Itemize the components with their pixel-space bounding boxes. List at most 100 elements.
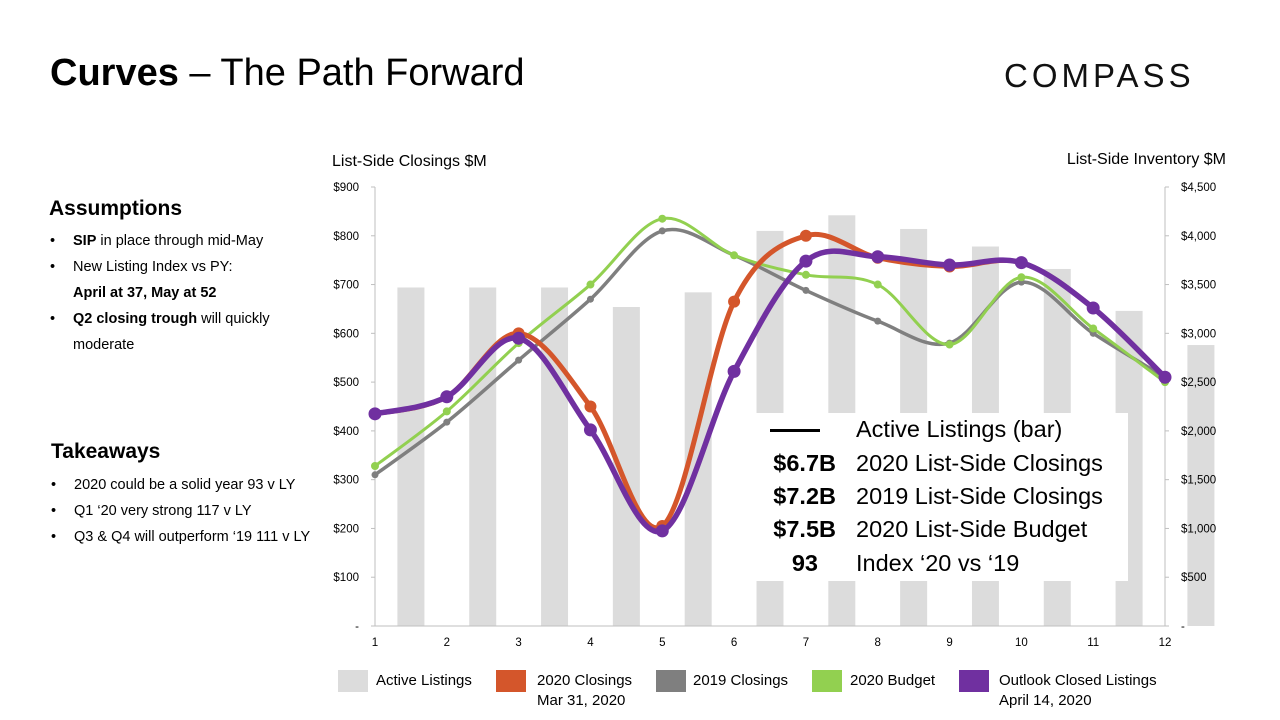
tick-label-left: $300 (333, 475, 359, 487)
assumptions-heading: Assumptions (49, 197, 183, 220)
list-item: 2020 could be a solid year 93 v LY (51, 472, 313, 498)
point-outlook-closed-listings (799, 254, 813, 268)
series-line-2019-closings (373, 227, 1167, 477)
legend-label: 2020 Budget (850, 672, 936, 689)
tick-label-right: - (1181, 621, 1185, 633)
point-2019-closings (586, 295, 594, 303)
tick-label-right: $4,500 (1181, 182, 1216, 194)
summary-label: Active Listings (bar) (856, 416, 1063, 442)
summary-amount: $6.7B (773, 450, 836, 476)
point-2020-budget (371, 462, 379, 471)
legend-swatch-outlook (959, 670, 989, 692)
tick-label-x: 2 (444, 637, 450, 649)
bar-active-listings (541, 287, 569, 626)
point-outlook-closed-listings (440, 390, 454, 404)
tick-label-x: 7 (803, 637, 809, 649)
tick-label-x: 6 (731, 637, 737, 649)
tick-label-right: $3,000 (1181, 328, 1216, 340)
tick-label-x: 11 (1087, 637, 1099, 649)
summary-box: Active Listings (bar) $6.7B 2020 List-Si… (752, 413, 1128, 581)
y-axis-title-left: List-Side Closings $M (332, 153, 487, 170)
line-swatch (770, 429, 820, 432)
tick-label-right: $2,000 (1181, 426, 1216, 438)
tick-label-x: 4 (587, 637, 594, 649)
point-2020-budget (873, 280, 882, 289)
legend-swatch-active-listings (338, 670, 368, 692)
legend-label: 2020 Closings (537, 672, 633, 689)
summary-label: Index ‘20 vs ‘19 (856, 550, 1020, 576)
legend-swatch-2020-budget (812, 670, 842, 692)
tick-label-left: $700 (333, 280, 359, 292)
y-axis-title-right: List-Side Inventory $M (1067, 151, 1226, 168)
point-outlook-closed-listings (583, 423, 597, 437)
legend-sublabel: Mar 31, 2020 (537, 692, 626, 709)
point-outlook-closed-listings (655, 524, 669, 538)
tick-label-left: - (355, 621, 359, 633)
summary-amount: 93 (791, 550, 818, 576)
legend-label: 2019 Closings (693, 672, 789, 689)
point-outlook-closed-listings (1014, 256, 1028, 270)
page-title: Curves – The Path Forward (50, 52, 525, 94)
point-2020-budget (801, 270, 810, 279)
point-2019-closings (658, 227, 666, 235)
assumptions-list: SIP in place through mid-May New Listing… (50, 228, 300, 358)
tick-label-x: 3 (515, 637, 521, 649)
point-2020-closings (799, 229, 812, 242)
point-2020-budget (1089, 324, 1098, 333)
tick-label-right: $4,000 (1181, 231, 1216, 243)
tick-label-x: 9 (946, 637, 952, 649)
tick-label-left: $800 (333, 231, 359, 243)
point-2020-closings (728, 295, 741, 308)
series-line-2020-budget (373, 216, 1167, 468)
tick-label-left: $900 (333, 182, 359, 194)
legend-swatch-2020-closings (496, 670, 526, 692)
summary-amount: $7.2B (773, 483, 836, 509)
tick-label-left: $100 (333, 572, 359, 584)
tick-label-right: $3,500 (1181, 280, 1216, 292)
tick-label-x: 5 (659, 637, 665, 649)
bar-active-listings (1187, 345, 1215, 626)
tick-label-left: $500 (333, 377, 359, 389)
tick-label-right: $500 (1181, 572, 1207, 584)
bar-active-listings (469, 287, 497, 626)
tick-label-left: $200 (333, 523, 359, 535)
tick-label-right: $1,000 (1181, 523, 1216, 535)
list-item: Q2 closing trough will quickly moderate (50, 306, 300, 358)
summary-label: 2020 List-Side Budget (856, 516, 1088, 542)
tick-label-x: 10 (1015, 637, 1028, 649)
takeaways-heading: Takeaways (51, 440, 161, 463)
tick-label-x: 1 (372, 637, 378, 649)
tick-label-right: $2,500 (1181, 377, 1216, 389)
legend-label: Active Listings (376, 672, 472, 689)
summary-label: 2019 List-Side Closings (856, 483, 1103, 509)
point-outlook-closed-listings (871, 250, 885, 264)
point-outlook-closed-listings (512, 331, 526, 345)
list-item: Q3 & Q4 will outperform ‘19 111 v LY (51, 524, 313, 550)
point-2020-closings (584, 400, 597, 413)
point-outlook-closed-listings (1086, 301, 1100, 315)
tick-label-left: $600 (333, 328, 359, 340)
point-outlook-closed-listings (1158, 370, 1172, 384)
legend-swatch-2019-closings (656, 670, 686, 692)
point-2020-budget (730, 251, 739, 260)
point-2020-budget (1017, 273, 1026, 282)
list-item: SIP in place through mid-May (50, 228, 300, 254)
summary-label: 2020 List-Side Closings (856, 450, 1103, 476)
list-item: Q1 ‘20 very strong 117 v LY (51, 498, 313, 524)
point-2019-closings (874, 317, 882, 325)
list-item: New Listing Index vs PY:April at 37, May… (50, 254, 300, 306)
point-2019-closings (371, 471, 379, 479)
point-2020-budget (586, 280, 595, 289)
point-outlook-closed-listings (727, 364, 741, 378)
point-outlook-closed-listings (943, 258, 957, 272)
tick-label-x: 12 (1159, 637, 1172, 649)
point-2019-closings (443, 418, 451, 426)
legend-label: Outlook Closed Listings (999, 672, 1157, 689)
point-2020-budget (442, 407, 451, 416)
point-outlook-closed-listings (368, 407, 382, 421)
point-2019-closings (802, 286, 810, 294)
compass-logo: COMPASS (1004, 57, 1195, 94)
summary-amount: $7.5B (773, 516, 836, 542)
point-2020-budget (945, 340, 954, 349)
